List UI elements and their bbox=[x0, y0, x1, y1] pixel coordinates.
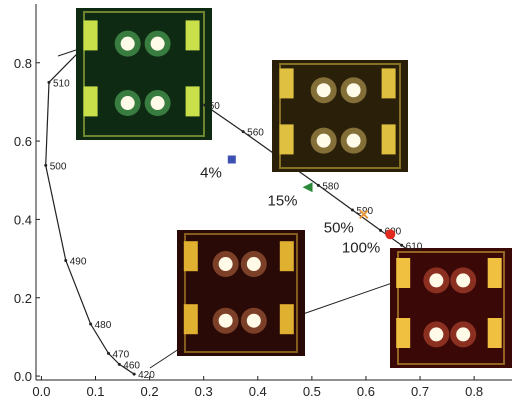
photo-led bbox=[150, 36, 165, 51]
connector bbox=[299, 281, 396, 316]
photo-pad bbox=[396, 258, 411, 288]
point-label: 4% bbox=[200, 164, 222, 181]
photo-led bbox=[346, 133, 361, 148]
photo-frame bbox=[397, 251, 505, 365]
photo-frame bbox=[184, 233, 298, 353]
wavelength-dot bbox=[64, 259, 68, 263]
wavelength-label: 470 bbox=[112, 349, 129, 360]
photo-led bbox=[456, 327, 471, 342]
photo bbox=[76, 8, 212, 140]
x-tick-label: 0.6 bbox=[357, 384, 375, 399]
photo bbox=[177, 230, 305, 356]
wavelength-label: 460 bbox=[123, 360, 140, 371]
wavelength-label: 50 bbox=[209, 101, 221, 112]
photo-pad bbox=[381, 124, 396, 155]
point bbox=[385, 229, 396, 240]
photo-frame bbox=[83, 11, 205, 137]
y-tick-label: 0.6 bbox=[14, 134, 32, 149]
wavelength-dot bbox=[89, 322, 93, 326]
photo-frame bbox=[279, 63, 401, 169]
photo-pad bbox=[183, 241, 198, 272]
wavelength-label: 420 bbox=[138, 370, 155, 381]
wavelength-dot bbox=[132, 372, 136, 376]
point bbox=[302, 182, 313, 193]
wavelength-dot bbox=[379, 228, 383, 232]
photo-led bbox=[429, 273, 444, 288]
x-tick-label: 0.7 bbox=[411, 384, 429, 399]
wavelength-label: 590 bbox=[356, 206, 373, 217]
photo-led bbox=[218, 257, 233, 272]
photo-pad bbox=[279, 241, 294, 272]
x-tick-label: 0.1 bbox=[86, 384, 104, 399]
y-tick-label: 0.4 bbox=[14, 212, 32, 227]
photo bbox=[272, 60, 408, 172]
y-tick-label: 0.0 bbox=[14, 369, 32, 384]
photo-pad bbox=[83, 86, 98, 117]
wavelength-dot bbox=[44, 163, 48, 167]
x-tick-label: 0.0 bbox=[32, 384, 50, 399]
wavelength-dot bbox=[117, 362, 121, 366]
photo-pad bbox=[83, 20, 98, 51]
photo-led bbox=[316, 133, 331, 148]
wavelength-dot bbox=[106, 351, 110, 355]
wavelength-dot bbox=[203, 103, 207, 107]
point-label: 100% bbox=[342, 239, 380, 256]
photo-pad bbox=[279, 68, 294, 99]
x-tick-label: 0.2 bbox=[141, 384, 159, 399]
y-tick-label: 0.8 bbox=[14, 56, 32, 71]
photo-led bbox=[429, 327, 444, 342]
photo-pad bbox=[185, 86, 200, 117]
x-tick-label: 0.8 bbox=[465, 384, 483, 399]
photo-pad bbox=[396, 318, 411, 348]
photo-pad bbox=[279, 304, 294, 335]
point-label: 50% bbox=[324, 219, 354, 236]
photo-pad bbox=[381, 68, 396, 99]
wavelength-dot bbox=[47, 80, 51, 84]
photo-pad bbox=[185, 20, 200, 51]
wavelength-label: 490 bbox=[70, 257, 87, 268]
wavelength-label: 510 bbox=[53, 78, 70, 89]
wavelength-label: 480 bbox=[95, 320, 112, 331]
photo-led bbox=[218, 313, 233, 328]
point-label: 15% bbox=[268, 192, 298, 209]
x-tick-label: 0.5 bbox=[303, 384, 321, 399]
photo bbox=[390, 248, 512, 368]
point bbox=[359, 209, 369, 220]
photo-pad bbox=[183, 304, 198, 335]
point bbox=[227, 155, 236, 164]
y-tick-label: 0.2 bbox=[14, 291, 32, 306]
wavelength-dot bbox=[350, 208, 354, 212]
photo-pad bbox=[487, 318, 502, 348]
photo-led bbox=[246, 313, 261, 328]
wavelength-dot bbox=[400, 243, 404, 247]
photo-led bbox=[150, 96, 165, 111]
x-tick-label: 0.3 bbox=[195, 384, 213, 399]
photo-led bbox=[456, 273, 471, 288]
connector bbox=[57, 49, 77, 57]
photo-led bbox=[246, 257, 261, 272]
photo-pad bbox=[487, 258, 502, 288]
wavelength-dot bbox=[316, 183, 320, 187]
photo-led bbox=[120, 96, 135, 111]
wavelength-label: 560 bbox=[247, 128, 264, 139]
photo-led bbox=[120, 36, 135, 51]
wavelength-label: 610 bbox=[406, 241, 423, 252]
wavelength-dot bbox=[241, 130, 245, 134]
wavelength-label: 500 bbox=[50, 161, 67, 172]
photo-led bbox=[346, 83, 361, 98]
wavelength-label: 580 bbox=[322, 181, 339, 192]
photo-pad bbox=[279, 124, 294, 155]
x-tick-label: 0.4 bbox=[249, 384, 267, 399]
photo-led bbox=[316, 83, 331, 98]
